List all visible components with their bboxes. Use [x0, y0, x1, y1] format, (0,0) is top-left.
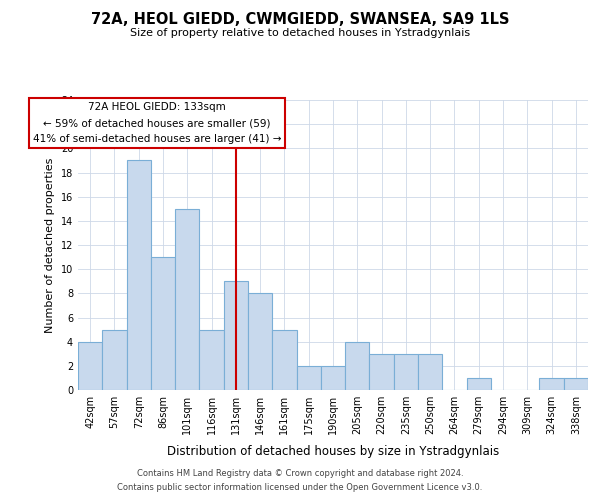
Bar — [467, 378, 491, 390]
Bar — [321, 366, 345, 390]
Y-axis label: Number of detached properties: Number of detached properties — [45, 158, 55, 332]
Bar — [224, 281, 248, 390]
Bar — [199, 330, 224, 390]
Bar — [564, 378, 588, 390]
Bar — [127, 160, 151, 390]
Bar — [248, 294, 272, 390]
Text: 72A HEOL GIEDD: 133sqm
← 59% of detached houses are smaller (59)
41% of semi-det: 72A HEOL GIEDD: 133sqm ← 59% of detached… — [32, 102, 281, 144]
Bar — [102, 330, 127, 390]
Bar — [418, 354, 442, 390]
Bar — [345, 342, 370, 390]
Bar — [394, 354, 418, 390]
Bar — [175, 209, 199, 390]
Text: Contains HM Land Registry data © Crown copyright and database right 2024.: Contains HM Land Registry data © Crown c… — [137, 468, 463, 477]
Bar — [78, 342, 102, 390]
Bar — [539, 378, 564, 390]
Bar — [370, 354, 394, 390]
Text: Size of property relative to detached houses in Ystradgynlais: Size of property relative to detached ho… — [130, 28, 470, 38]
Bar — [151, 257, 175, 390]
X-axis label: Distribution of detached houses by size in Ystradgynlais: Distribution of detached houses by size … — [167, 446, 499, 458]
Text: 72A, HEOL GIEDD, CWMGIEDD, SWANSEA, SA9 1LS: 72A, HEOL GIEDD, CWMGIEDD, SWANSEA, SA9 … — [91, 12, 509, 28]
Text: Contains public sector information licensed under the Open Government Licence v3: Contains public sector information licen… — [118, 484, 482, 492]
Bar — [296, 366, 321, 390]
Bar — [272, 330, 296, 390]
